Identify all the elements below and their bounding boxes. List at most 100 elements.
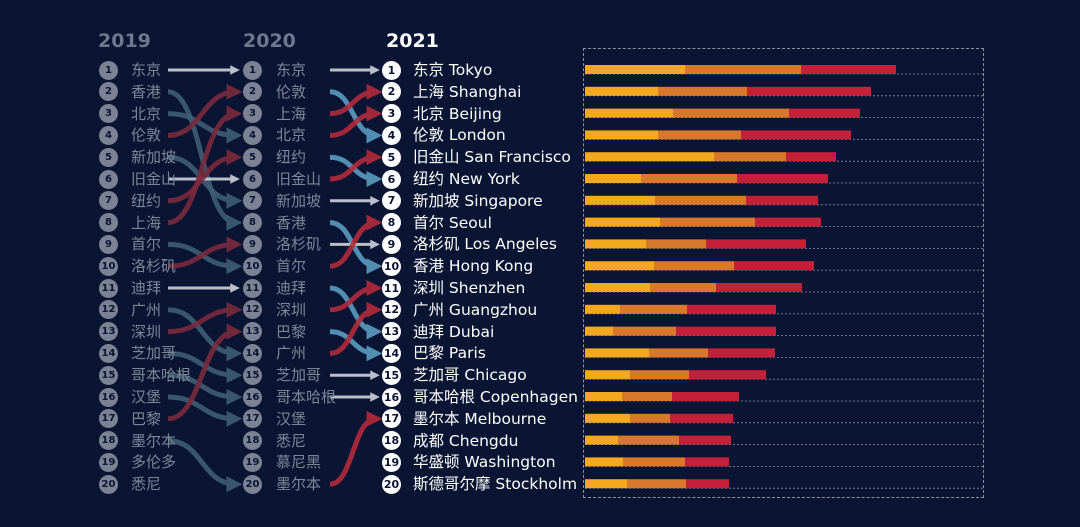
rank-badge: 6 [243, 169, 262, 189]
city-name: 慕尼黑 [276, 453, 322, 472]
city-name: 迪拜 [131, 279, 162, 297]
rank-change-arrow [167, 350, 243, 384]
bar-segment-1 [585, 217, 660, 227]
rank-badge: 15 [243, 365, 262, 385]
rank-change-arrow [329, 89, 383, 144]
city-name: 汉堡 [131, 388, 162, 406]
rank-badge: 4 [382, 125, 401, 145]
bar-segment-3 [670, 413, 733, 423]
rank-badge: 8 [243, 213, 262, 233]
bar-segment-1 [585, 130, 658, 140]
rank-badge: 1 [382, 60, 401, 80]
bar-segment-2 [618, 435, 679, 445]
rank-badge: 18 [99, 431, 118, 451]
bar-segment-1 [585, 392, 622, 401]
rank-badge: 12 [243, 300, 262, 320]
rank-change-arrow [329, 285, 383, 340]
city-name: 华盛顿 Washington [413, 453, 556, 472]
bar-segment-1 [585, 239, 646, 249]
city-name: 东京 Tokyo [413, 61, 493, 79]
city-name: 上海 Shanghai [413, 82, 522, 101]
city-name: 汉堡 [276, 409, 307, 428]
bar-segment-3 [786, 152, 836, 162]
rank-badge: 3 [99, 104, 118, 124]
rank-badge: 7 [243, 191, 262, 211]
bar-segment-2 [685, 65, 801, 74]
rank-badge: 14 [382, 343, 401, 363]
bar-segment-1 [585, 195, 655, 205]
rank-change-arrow [329, 214, 383, 269]
bar-segment-1 [585, 413, 630, 423]
bar-segment-1 [585, 108, 673, 118]
rank-change-arrow [329, 149, 383, 182]
bar-segment-2 [641, 174, 737, 183]
bar-segment-3 [708, 348, 775, 358]
rank-badge: 8 [99, 213, 118, 233]
bar-segment-1 [585, 261, 654, 271]
rank-badge: 20 [243, 474, 262, 494]
rank-badge: 7 [99, 191, 118, 211]
bar-segment-2 [658, 130, 741, 140]
rank-badge: 10 [243, 256, 262, 276]
rank-change-arrow [167, 105, 243, 226]
city-name: 巴黎 Paris [413, 344, 486, 363]
city-name: 巴黎 [276, 322, 307, 341]
rank-badge: 20 [382, 474, 401, 494]
rank-badge: 18 [243, 431, 262, 451]
city-name: 多伦多 [131, 453, 177, 472]
rank-change-arrow [167, 301, 243, 335]
city-name: 广州 Guangzhou [413, 300, 538, 319]
bar-segment-2 [654, 261, 734, 271]
rank-change-arrow [329, 105, 383, 138]
rank-change-arrow [167, 149, 243, 204]
city-name: 北京 [131, 104, 162, 123]
rank-badge: 1 [243, 60, 262, 80]
bar-segment-3 [716, 283, 802, 292]
city-name: 斯德哥尔摩 Stockholm [413, 475, 578, 494]
city-name: 洛杉矶 Los Angeles [413, 235, 557, 254]
city-name: 首尔 [131, 235, 162, 254]
rank-badge: 3 [243, 104, 262, 124]
bar-segment-3 [689, 370, 766, 380]
city-name: 深圳 Shenzhen [413, 279, 526, 297]
rank-badge: 13 [243, 322, 262, 342]
rank-badge: 8 [382, 213, 401, 233]
city-name: 首尔 [276, 257, 307, 276]
rank-badge: 19 [382, 452, 401, 472]
rank-change-arrow [167, 394, 243, 427]
city-name: 洛杉矶 [276, 235, 322, 254]
rank-badge: 4 [243, 125, 262, 145]
rank-badge: 16 [99, 387, 118, 407]
rank-change-arrow [167, 111, 243, 144]
city-name: 悉尼 [131, 475, 162, 494]
city-name: 伦敦 London [413, 126, 506, 145]
bar-segment-3 [789, 108, 860, 118]
city-name: 伦敦 [276, 82, 307, 101]
bar-segment-2 [714, 152, 786, 162]
city-name: 香港 [131, 82, 162, 101]
bar-segment-2 [673, 108, 789, 118]
bar-segment-2 [660, 217, 755, 227]
year-2019-header: 2019 [98, 30, 151, 52]
bar-segment-2 [622, 392, 672, 401]
bar-segment-1 [585, 435, 618, 445]
bar-segment-3 [676, 326, 776, 336]
bar-segment-1 [585, 370, 630, 380]
city-name: 旧金山 [131, 170, 177, 188]
rank-badge: 9 [99, 234, 118, 254]
rank-badge: 1 [99, 60, 118, 80]
rank-badge: 11 [99, 278, 118, 298]
rank-badge: 13 [382, 322, 401, 342]
bar-segment-1 [585, 86, 658, 96]
city-name: 旧金山 San Francisco [413, 148, 571, 167]
city-name: 上海 [131, 213, 162, 232]
city-name: 广州 [131, 300, 162, 319]
city-name: 伦敦 [131, 126, 162, 145]
rank-badge: 13 [99, 322, 118, 342]
bar-segment-2 [630, 413, 670, 423]
bar-segment-1 [585, 65, 685, 74]
rank-badge: 5 [243, 147, 262, 167]
bar-segment-2 [613, 326, 676, 336]
rank-badge: 11 [382, 278, 401, 298]
rank-badge: 16 [382, 387, 401, 407]
